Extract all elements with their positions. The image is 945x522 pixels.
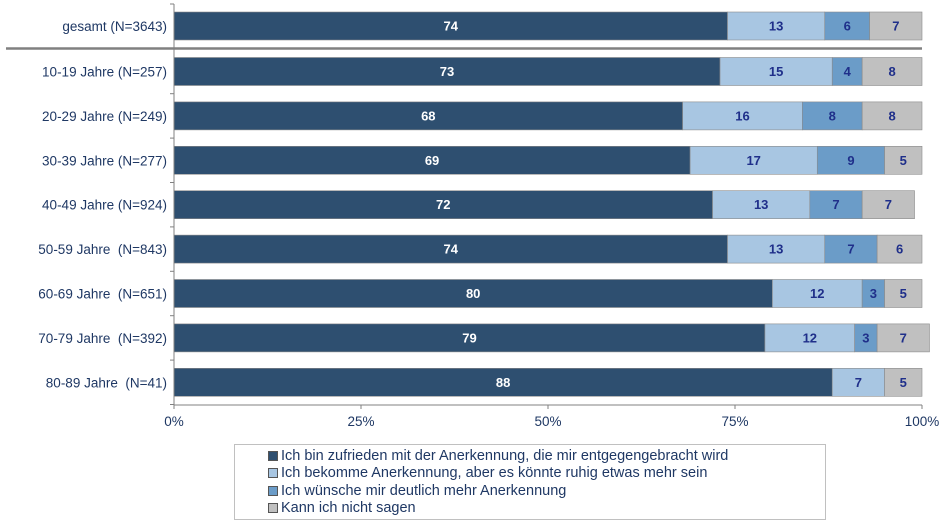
data-label: 4 (844, 64, 852, 79)
legend-item: Ich wünsche mir deutlich mehr Anerkennun… (268, 482, 825, 500)
data-label: 12 (803, 330, 817, 345)
data-label: 6 (844, 19, 851, 34)
bar-segment (876, 323, 930, 353)
bar-segment (173, 190, 713, 219)
legend-item: Ich bekomme Anerkennung, aber es könnte … (268, 465, 825, 483)
category-label: 40-49 Jahre (N=924) (42, 198, 167, 213)
data-label: 73 (440, 64, 454, 79)
category-label: 10-19 Jahre (N=257) (42, 65, 167, 80)
bar-segment (173, 57, 721, 86)
data-label: 3 (870, 286, 877, 301)
data-label: 8 (888, 108, 895, 123)
data-label: 15 (769, 64, 783, 79)
bar-segment (682, 101, 803, 131)
category-label: 30-39 Jahre (N=277) (42, 153, 167, 168)
data-label: 69 (425, 153, 439, 168)
legend-swatch (268, 503, 278, 514)
bar-segment (884, 367, 923, 397)
category-label: 80-89 Jahre (N=41) (46, 375, 167, 390)
data-label: 7 (892, 19, 899, 34)
data-label: 5 (900, 286, 907, 301)
bar-segment (831, 367, 885, 397)
legend-label: Kann ich nicht sagen (281, 500, 416, 517)
data-label: 72 (436, 197, 450, 212)
legend-swatch (268, 450, 278, 461)
x-tick-label: 50% (534, 414, 561, 429)
bar-segment (173, 279, 773, 308)
data-label: 13 (769, 242, 783, 257)
category-label: 60-69 Jahre (N=651) (38, 287, 167, 302)
legend-label: Ich bekomme Anerkennung, aber es könnte … (281, 465, 708, 482)
bar-segment (869, 11, 923, 41)
data-label: 8 (829, 108, 836, 123)
x-tick-label: 75% (721, 414, 748, 429)
bar-segment (689, 146, 818, 175)
bar-segment (884, 279, 923, 308)
legend-swatch (268, 485, 278, 496)
x-tick-label: 25% (347, 414, 374, 429)
bar-segment (173, 11, 728, 41)
bar-segment (861, 101, 923, 131)
bar-segment (764, 323, 855, 353)
category-label: 70-79 Jahre (N=392) (38, 331, 167, 346)
bar-segment (727, 11, 826, 41)
data-label: 6 (896, 242, 903, 257)
data-label: 7 (855, 375, 862, 390)
data-label: 7 (900, 330, 907, 345)
legend-item: Ich bin zufrieden mit der Anerkennung, d… (268, 447, 825, 465)
legend-swatch (268, 468, 278, 479)
legend: Ich bin zufrieden mit der Anerkennung, d… (234, 444, 826, 520)
data-label: 7 (832, 197, 839, 212)
bar-segment (173, 146, 691, 175)
bar-segment (809, 190, 863, 219)
bar-segment (173, 367, 833, 397)
bar-segment (824, 11, 870, 41)
legend-label: Ich bin zufrieden mit der Anerkennung, d… (281, 447, 729, 464)
bar-segment (712, 190, 811, 219)
data-label: 12 (810, 286, 824, 301)
data-label: 8 (888, 64, 895, 79)
data-label: 74 (444, 19, 459, 34)
category-label: 50-59 Jahre (N=843) (38, 242, 167, 257)
data-label: 7 (847, 242, 854, 257)
data-label: 80 (466, 286, 480, 301)
bar-segment (719, 57, 833, 86)
legend-label: Ich wünsche mir deutlich mehr Anerkennun… (281, 482, 567, 499)
bar-segment (876, 234, 923, 264)
bar-segment (861, 190, 915, 219)
data-label: 5 (900, 153, 907, 168)
data-label: 68 (421, 108, 435, 123)
data-label: 5 (900, 375, 907, 390)
bar-segment (824, 234, 878, 264)
bar-segment (173, 234, 728, 264)
data-label: 79 (462, 330, 476, 345)
bars-layer: 74 13 6 773 15 4 868 16 8 869 17 9 572 13 7 774 13 7 680 12… (173, 11, 930, 397)
data-label: 88 (496, 375, 510, 390)
bar-segment (727, 234, 826, 264)
bar-segment (884, 146, 923, 175)
axis-layer: gesamt (N=3643) 10-19 Jahre (N=257) 20-29 … (6, 3, 940, 429)
bar-segment (831, 57, 863, 86)
x-tick-label: 0% (164, 414, 184, 429)
x-tick-label: 100% (905, 414, 940, 429)
category-label: gesamt (N=3643) (62, 19, 167, 34)
data-label: 7 (885, 197, 892, 212)
legend-item: Kann ich nicht sagen (268, 500, 825, 518)
data-label: 9 (847, 153, 854, 168)
bar-segment (861, 57, 923, 86)
data-label: 13 (769, 19, 783, 34)
data-label: 17 (746, 153, 760, 168)
data-label: 74 (444, 242, 459, 257)
data-label: 16 (735, 108, 749, 123)
category-label: 20-29 Jahre (N=249) (42, 109, 167, 124)
stacked-bar-chart: 74 13 6 773 15 4 868 16 8 869 17 9 572 13 7 774 13 7 680 12… (6, 3, 940, 429)
data-label: 3 (862, 330, 869, 345)
data-label: 13 (754, 197, 768, 212)
